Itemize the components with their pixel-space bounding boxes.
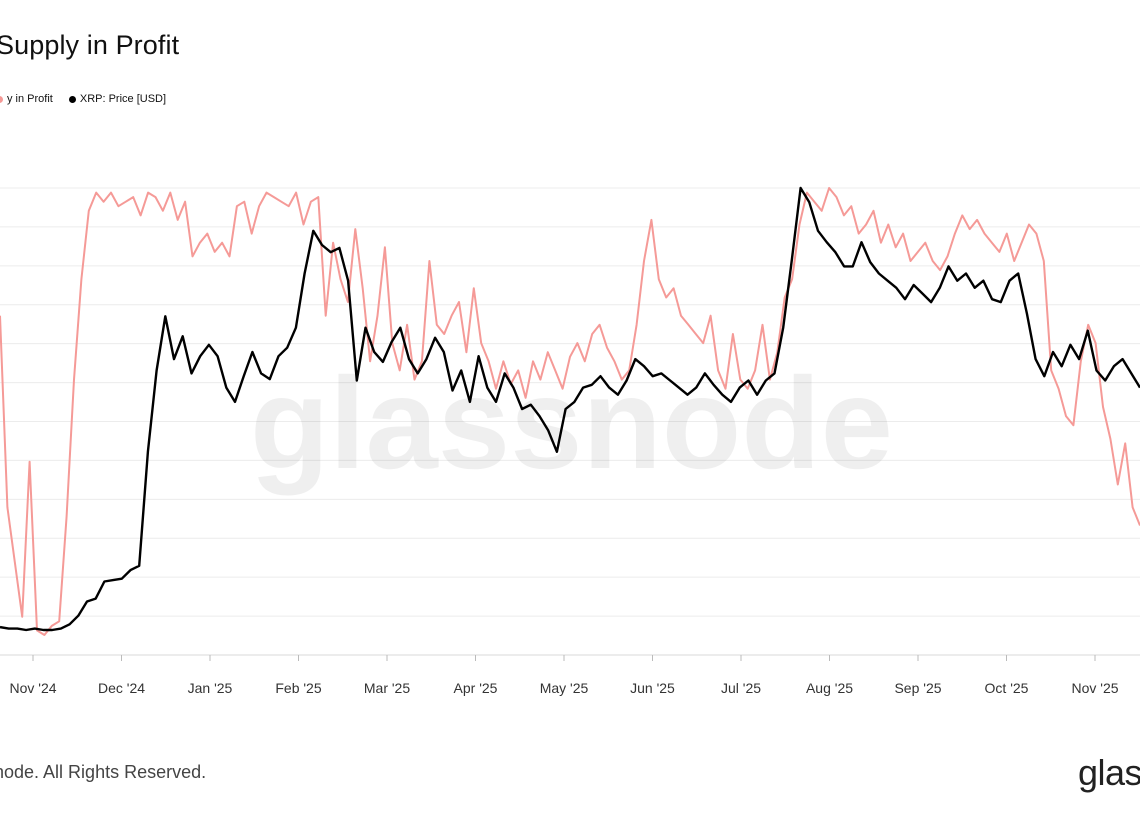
series-line-supply-in-profit (0, 187, 1140, 636)
series-layer (0, 186, 1140, 636)
x-tick-label: Apr '25 (454, 680, 498, 696)
legend-label-supply: y in Profit (7, 93, 53, 105)
x-tick-label: Jul '25 (721, 680, 761, 696)
gridlines (0, 187, 1140, 656)
series-line-xrp-price (0, 186, 1140, 632)
watermark: glassnode (250, 350, 893, 496)
copyright-footer: node. All Rights Reserved. (0, 762, 207, 782)
x-tick-label: Jun '25 (630, 680, 675, 696)
chart-title: Supply in Profit (0, 30, 180, 60)
x-tick-label: Feb '25 (275, 680, 321, 696)
x-axis: Nov '24 Dec '24 Jan '25 Feb '25 Mar '25 Apr '… (9, 655, 1119, 696)
legend-item-supply[interactable]: y in Profit (0, 93, 53, 105)
x-tick-label: Dec '24 (98, 680, 145, 696)
legend-item-price[interactable]: XRP: Price [USD] (68, 93, 167, 105)
x-tick-label: Sep '25 (894, 680, 941, 696)
x-tick-label: Nov '24 (9, 680, 56, 696)
x-tick-label: Nov '25 (1071, 680, 1118, 696)
glassnode-logo: glas (1078, 752, 1140, 793)
x-tick-label: Mar '25 (364, 680, 410, 696)
x-tick-label: Jan '25 (188, 680, 233, 696)
legend: y in Profit XRP: Price [USD] (0, 93, 166, 105)
x-tick-label: Aug '25 (806, 680, 853, 696)
legend-dot-price (68, 95, 76, 103)
x-tick-label: May '25 (540, 680, 589, 696)
legend-label-price: XRP: Price [USD] (79, 93, 167, 105)
legend-dot-supply (0, 95, 3, 103)
x-tick-label: Oct '25 (985, 680, 1029, 696)
